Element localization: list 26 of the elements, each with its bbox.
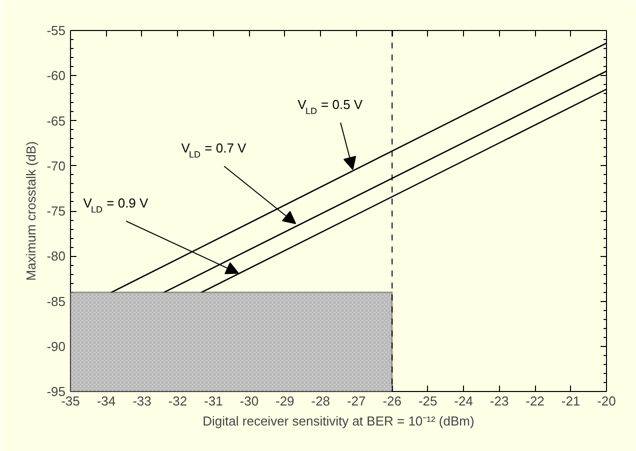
y-tick-label: -90 bbox=[46, 338, 66, 354]
x-tick-label: -22 bbox=[526, 394, 544, 408]
y-tick-label: -85 bbox=[46, 294, 66, 309]
x-tick-label: -23 bbox=[490, 394, 509, 408]
x-tick-label: -20 bbox=[597, 394, 616, 408]
x-tick-label: -25 bbox=[418, 394, 438, 408]
x-tick-label: -32 bbox=[168, 394, 188, 408]
y-axis-title: Maximum crosstalk (dB) bbox=[24, 141, 39, 281]
x-tick-label: -31 bbox=[204, 394, 223, 408]
x-tick-label: -21 bbox=[561, 394, 580, 408]
x-tick-label: -26 bbox=[382, 394, 402, 408]
x-tick-label: -30 bbox=[240, 394, 259, 408]
y-tick-label: -95 bbox=[46, 384, 66, 399]
y-tick-label: -75 bbox=[46, 204, 66, 218]
x-tick-label: -29 bbox=[276, 394, 294, 408]
x-axis-title: Digital receiver sensitivity at BER = 10⁻¹² (dBm) bbox=[202, 414, 474, 428]
x-tick-label: -34 bbox=[96, 394, 116, 408]
y-tick-label: -70 bbox=[46, 158, 66, 174]
y-tick-label: -80 bbox=[46, 248, 66, 264]
y-tick-label: -65 bbox=[46, 113, 66, 128]
x-tick-label: -27 bbox=[346, 394, 366, 408]
x-tick-label: -33 bbox=[132, 394, 152, 408]
x-tick-label: -24 bbox=[454, 394, 473, 408]
y-tick-label: -55 bbox=[46, 23, 66, 38]
x-tick-label: -28 bbox=[311, 394, 330, 408]
y-tick-label: -60 bbox=[46, 68, 66, 84]
